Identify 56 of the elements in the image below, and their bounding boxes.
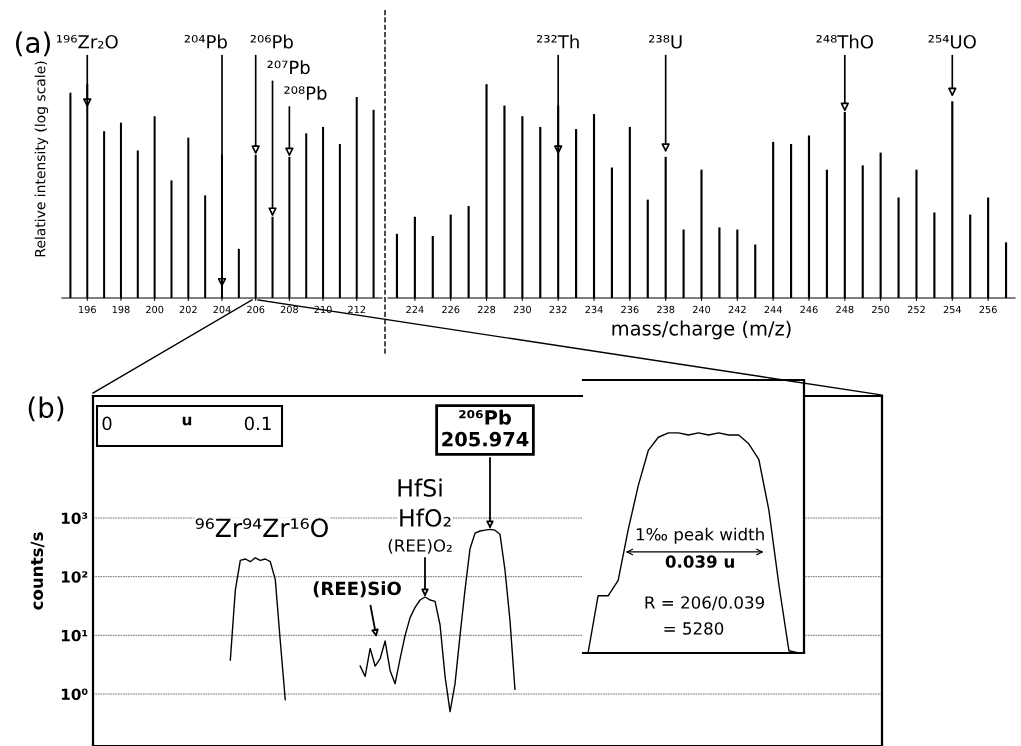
- x-tick-label: 248: [836, 305, 854, 314]
- annotation: ²⁰⁶Pb: [250, 34, 293, 49]
- x-axis-title: mass/charge (m/z): [612, 320, 791, 340]
- y-tick-label: 10⁰: [61, 688, 88, 701]
- x-tick-label: 198: [112, 305, 130, 314]
- x-tick-label: 228: [477, 305, 496, 314]
- x-tick-label: 200: [146, 305, 164, 314]
- annotation: ²⁰⁴Pb: [184, 34, 227, 49]
- annotation: HfO₂: [400, 508, 451, 527]
- annotation: ²⁰⁶Pb 205.974: [442, 409, 529, 447]
- annotation: ²³⁸U: [649, 34, 682, 49]
- annotation: = 5280: [664, 622, 724, 635]
- x-tick-label: 256: [979, 305, 997, 314]
- x-tick-label: 242: [728, 305, 746, 314]
- y-tick-label: 10²: [61, 571, 88, 583]
- annotation: ²⁰⁷Pb: [267, 60, 310, 75]
- annotation: (REE)SiO: [313, 581, 401, 598]
- x-tick-label: 252: [907, 305, 925, 314]
- annotation: 1‰ peak width: [636, 527, 764, 544]
- x-tick-label: 226: [442, 305, 460, 314]
- x-tick-label: 236: [621, 305, 639, 314]
- annotation: 0.039 u: [665, 555, 734, 568]
- x-tick-label: 244: [764, 305, 782, 314]
- annotation: ²⁰⁸Pb: [284, 85, 327, 100]
- y-tick-label: 10³: [61, 512, 88, 525]
- x-tick-label: 224: [406, 305, 424, 314]
- y-axis-title: Relative intensity (log scale): [34, 61, 49, 257]
- annotation: ⁹⁶Zr⁹⁴Zr¹⁶O: [195, 518, 328, 538]
- annotation: R = 206/0.039: [645, 596, 765, 611]
- annotation: 0.1: [244, 416, 271, 431]
- x-tick-label: 254: [943, 305, 962, 314]
- x-tick-label: 238: [657, 305, 675, 314]
- x-tick-label: 212: [348, 305, 366, 314]
- annotation: u: [182, 416, 192, 426]
- annotation: ²⁵⁴UO: [928, 34, 976, 49]
- x-tick-label: 204: [213, 305, 231, 314]
- annotation: 0: [102, 416, 112, 431]
- annotation: ²³²Th: [536, 34, 579, 49]
- y-axis-title: counts/s: [30, 532, 45, 610]
- x-tick-label: 240: [692, 305, 711, 314]
- text: (b): [28, 396, 64, 422]
- x-tick-label: 230: [513, 305, 531, 314]
- x-tick-label: 246: [800, 305, 818, 314]
- annotation: (REE)O₂: [388, 538, 452, 554]
- x-tick-label: 234: [585, 305, 603, 314]
- x-tick-label: 250: [872, 305, 890, 314]
- x-tick-label: 206: [247, 305, 265, 314]
- y-tick-label: 10¹: [61, 629, 88, 642]
- x-tick-label: 202: [179, 305, 197, 314]
- text: (a): [16, 31, 50, 57]
- x-tick-label: 196: [79, 305, 96, 314]
- annotation: ¹⁹⁶Zr₂O: [56, 34, 118, 49]
- x-tick-label: 208: [280, 305, 298, 314]
- annotation: HfSi: [398, 478, 442, 497]
- annotation: ²⁴⁸ThO: [816, 34, 873, 49]
- x-tick-label: 232: [549, 305, 567, 314]
